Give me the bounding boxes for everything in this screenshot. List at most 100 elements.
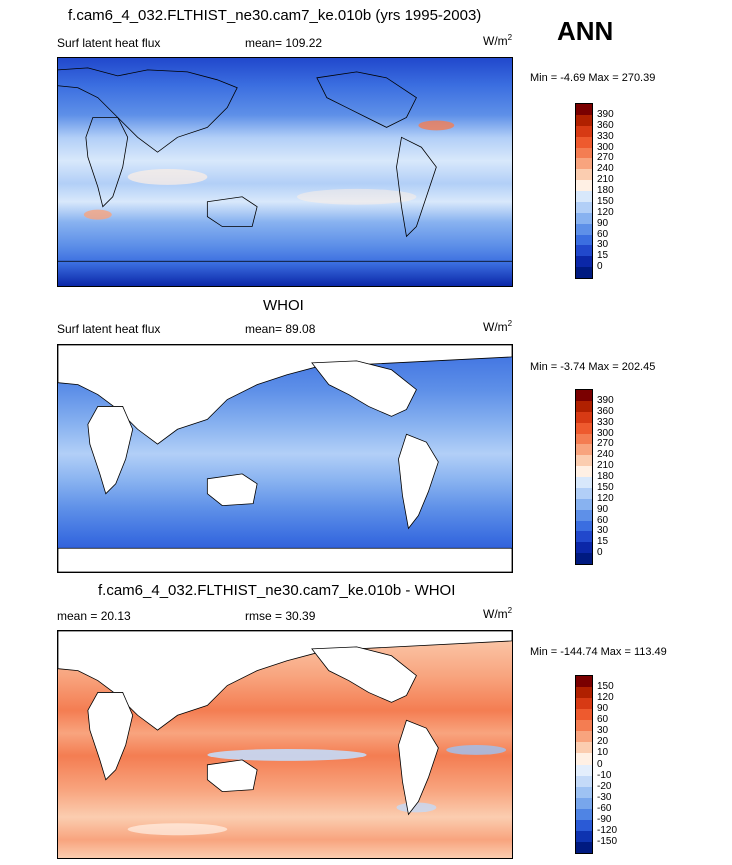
colorbar-tick-label: 360 [597,119,614,131]
colorbar-tick-label: -30 [597,791,612,803]
colorbar-swatch [576,180,592,191]
panel2-colorbar-swatches [576,390,592,564]
colorbar-tick-label: 330 [597,416,614,428]
colorbar-tick-label: 15 [597,250,609,262]
colorbar-swatch [576,158,592,170]
colorbar-tick-label: 360 [597,405,614,417]
colorbar-tick-label: -60 [597,802,612,814]
panel2-mean-label: mean= 89.08 [245,322,316,336]
colorbar-tick-label: 60 [597,514,609,526]
panel1-variable-label: Surf latent heat flux [57,36,161,50]
colorbar-swatch [576,487,592,499]
colorbar-swatch [576,830,592,842]
panel2-units: W/m2 [483,319,513,334]
colorbar-swatch [576,819,592,831]
colorbar-swatch [576,520,592,532]
colorbar-swatch [576,455,592,467]
colorbar-tick-label: -10 [597,769,612,781]
colorbar-tick-label: 0 [597,547,603,559]
colorbar-tick-label: 10 [597,747,609,759]
panel1-minmax: Min = -4.69 Max = 270.39 [530,72,656,84]
colorbar-tick-label: 180 [597,471,614,482]
colorbar-tick-label: 240 [597,449,614,461]
colorbar-swatch [576,509,592,521]
colorbar-swatch [576,720,592,732]
panel2-minmax: Min = -3.74 Max = 202.45 [530,361,656,373]
colorbar-swatch [576,169,592,181]
panel1-mean-label: mean= 109.22 [245,36,323,50]
colorbar-swatch [576,753,592,765]
colorbar-swatch [576,104,592,115]
colorbar-swatch [576,498,592,510]
panel2-map [57,344,513,573]
colorbar-tick-label: -120 [597,824,618,836]
panel1-map [57,57,513,287]
colorbar-tick-label: 270 [597,438,614,450]
colorbar-swatch [576,125,592,137]
panel3-mean-label: mean = 20.13 [57,609,131,623]
colorbar-tick-label: 150 [597,481,614,493]
colorbar-swatch [576,742,592,754]
colorbar-swatch [576,191,592,202]
colorbar-swatch [576,797,592,809]
colorbar-tick-label: 120 [597,206,614,218]
colorbar-tick-label: 90 [597,217,609,229]
colorbar-tick-label: -150 [597,835,618,847]
colorbar-swatch [576,466,592,477]
colorbar-tick-label: 30 [597,725,609,737]
panel3-rmse-label: rmse = 30.39 [245,609,316,623]
colorbar-swatch [576,764,592,776]
panel3-units: W/m2 [483,606,513,621]
colorbar-swatch [576,553,592,564]
panel1-colorbar-swatches [576,104,592,278]
panel1-units: W/m2 [483,33,513,48]
colorbar-swatch [576,698,592,710]
colorbar-swatch [576,114,592,126]
colorbar-swatch [576,542,592,554]
colorbar-tick-label: 180 [597,185,614,196]
colorbar-swatch [576,841,592,853]
panel3-colorbar-swatches [576,676,592,853]
colorbar-swatch [576,390,592,401]
colorbar-swatch [576,477,592,488]
colorbar-tick-label: 30 [597,525,609,537]
panel1-title: f.cam6_4_032.FLTHIST_ne30.cam7_ke.010b (… [68,7,482,24]
colorbar-tick-label: 0 [597,261,603,273]
colorbar-tick-label: 150 [597,195,614,207]
colorbar-swatch [576,411,592,423]
colorbar-tick-label: 210 [597,174,614,186]
colorbar-tick-label: 60 [597,714,609,726]
panel2-title: WHOI [263,297,304,314]
panel3-map [57,630,513,859]
colorbar-tick-label: 270 [597,152,614,164]
panel2-variable-label: Surf latent heat flux [57,322,161,336]
colorbar-swatch [576,709,592,721]
panel3-minmax: Min = -144.74 Max = 113.49 [530,646,667,658]
colorbar-tick-label: 390 [597,394,614,406]
colorbar-swatch [576,212,592,224]
colorbar-tick-label: 300 [597,141,614,153]
colorbar-swatch [576,245,592,257]
colorbar-tick-label: 30 [597,239,609,251]
panel2-colorbar [575,389,593,565]
colorbar-tick-label: 240 [597,163,614,175]
colorbar-swatch [576,223,592,235]
colorbar-tick-label: -90 [597,813,612,825]
colorbar-swatch [576,676,592,688]
colorbar-tick-label: -20 [597,780,612,792]
panel3-title: f.cam6_4_032.FLTHIST_ne30.cam7_ke.010b -… [98,582,456,599]
colorbar-tick-label: 330 [597,130,614,142]
colorbar-tick-label: 150 [597,681,614,693]
colorbar-swatch [576,147,592,159]
colorbar-tick-label: 0 [597,758,603,770]
colorbar-swatch [576,786,592,798]
colorbar-swatch [576,808,592,820]
colorbar-tick-label: 15 [597,536,609,548]
colorbar-swatch [576,531,592,543]
panel1-colorbar [575,103,593,279]
colorbar-swatch [576,400,592,412]
colorbar-swatch [576,136,592,148]
colorbar-tick-label: 90 [597,503,609,515]
colorbar-swatch [576,444,592,456]
panel3-colorbar [575,675,593,854]
